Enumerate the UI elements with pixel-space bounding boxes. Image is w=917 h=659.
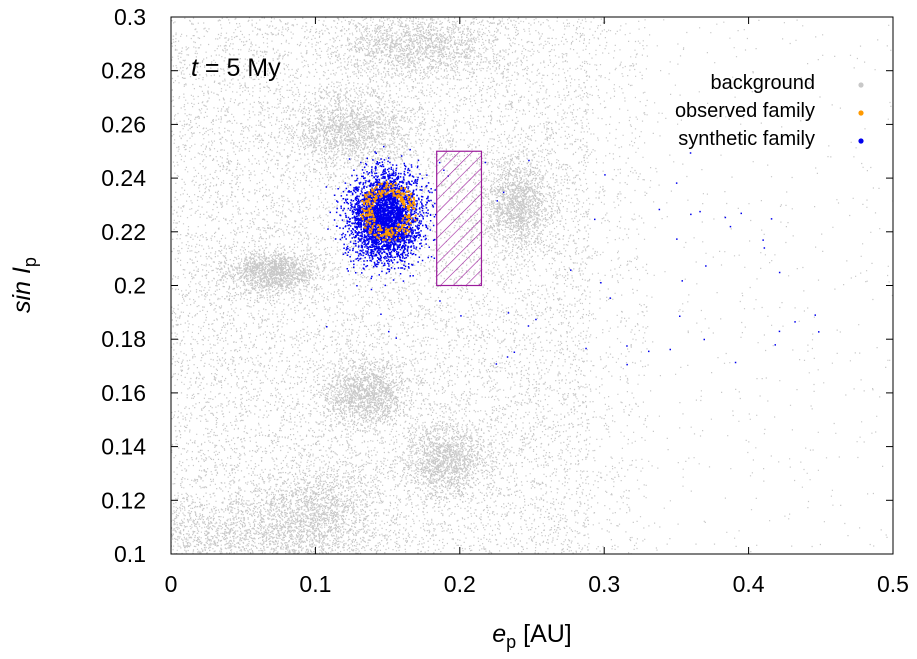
legend-marker-observed (858, 110, 864, 116)
y-tick-label: 0.16 (101, 380, 146, 406)
y-tick-label: 0.1 (114, 541, 146, 567)
legend-marker-background (858, 82, 864, 88)
y-tick-label: 0.12 (101, 487, 146, 513)
legend-label-synthetic: synthetic family (678, 128, 815, 150)
y-tick-label: 0.26 (101, 111, 146, 137)
background-points (171, 17, 893, 554)
observed-family-points (360, 181, 417, 242)
y-axis-label: sin Ip (8, 257, 40, 313)
legend-marker-synthetic (858, 138, 864, 144)
x-tick-label: 0.2 (444, 571, 476, 597)
y-tick-label: 0.18 (101, 326, 146, 352)
hatched-region-box (436, 150, 483, 287)
x-tick-label: 0 (165, 571, 178, 597)
synthetic-family-points (325, 145, 820, 366)
x-axis-label: ep [AU] (492, 620, 572, 652)
x-tick-label: 0.5 (877, 571, 909, 597)
y-tick-label: 0.24 (101, 165, 146, 191)
y-tick-label: 0.28 (101, 58, 146, 84)
y-tick-label: 0.2 (114, 273, 146, 299)
legend-label-observed: observed family (675, 100, 815, 122)
y-tick-label: 0.22 (101, 219, 146, 245)
x-tick-label: 0.4 (733, 571, 765, 597)
x-tick-label: 0.1 (299, 571, 331, 597)
time-var: t (191, 54, 199, 82)
legend: background observed family synthetic fam… (675, 72, 864, 150)
y-tick-label: 0.14 (101, 434, 146, 460)
points-layer (171, 17, 893, 554)
time-annotation: t = 5 My (191, 54, 281, 82)
time-value: = 5 My (198, 54, 281, 82)
ticks-layer: 0 0.1 0.2 0.3 0.4 0.5 0.1 0.12 0.14 0.16 0.18 0.2 0.… (101, 4, 909, 597)
legend-label-background: background (710, 72, 815, 94)
x-tick-label: 0.3 (588, 571, 620, 597)
y-tick-label: 0.3 (114, 4, 146, 30)
